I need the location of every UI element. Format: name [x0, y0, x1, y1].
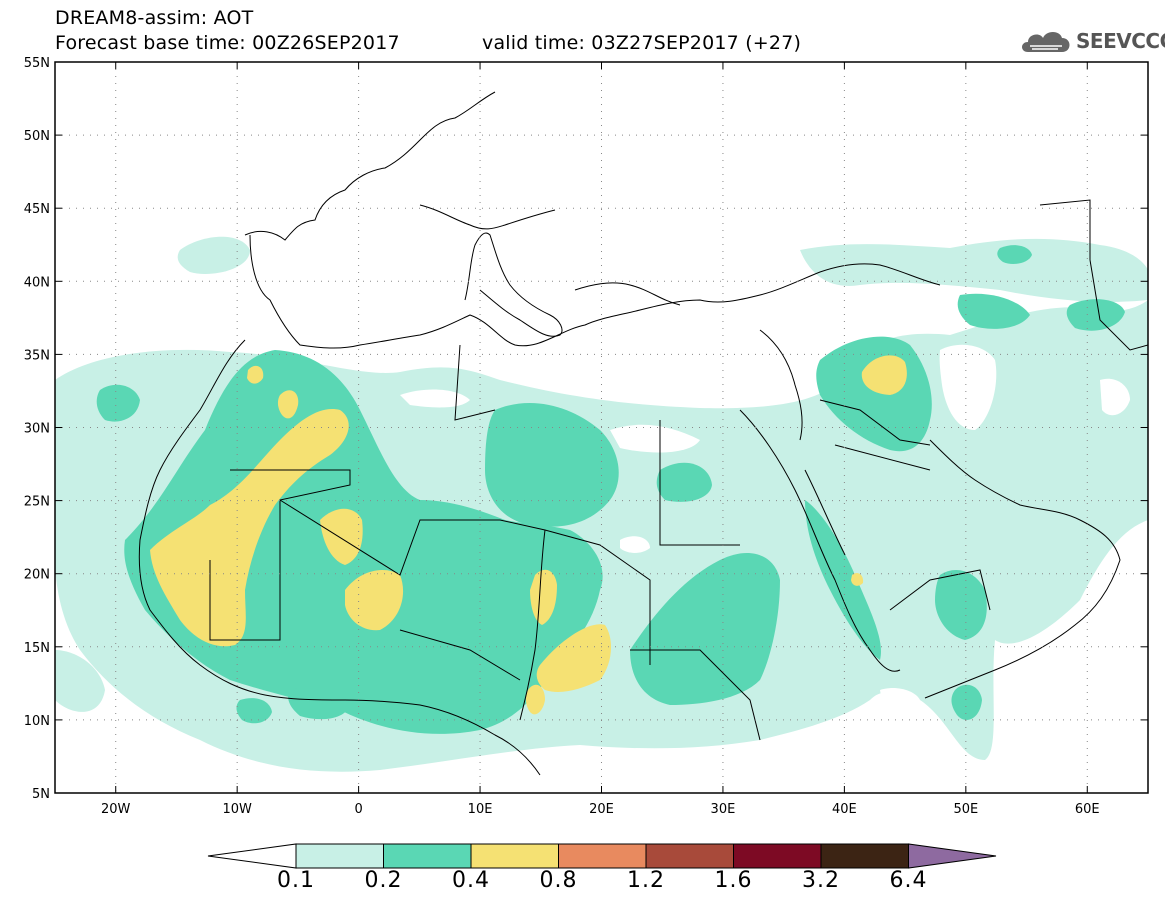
lon-tick-label: 0 [354, 802, 362, 817]
lat-tick-label: 50N [24, 129, 50, 144]
map-title: DREAM8-assim: AOT [55, 7, 254, 29]
aot-level-0.2 [96, 245, 1125, 734]
map-grid [55, 62, 1148, 793]
lon-tick-label: 30E [711, 802, 736, 817]
lat-tick-label: 15N [24, 641, 50, 656]
colorbar-swatch [558, 843, 647, 869]
lat-tick-label: 45N [24, 202, 50, 217]
lat-tick-label: 55N [24, 56, 50, 71]
lat-tick-label: 10N [24, 714, 50, 729]
lon-tick-label: 20E [589, 802, 614, 817]
aot-level-low [400, 344, 1130, 707]
aot-level-0.4 [150, 355, 907, 715]
colorbar-swatch [733, 843, 822, 869]
lat-tick-label: 20N [24, 568, 50, 583]
colorbar-swatch [295, 843, 384, 869]
lon-tick-label: 60E [1075, 802, 1100, 817]
lon-tick-label: 20W [101, 802, 131, 817]
cloud-icon [1022, 32, 1070, 52]
colorbar-swatch [645, 843, 734, 869]
logo-text: SEEVCCC [1076, 29, 1165, 53]
lat-tick-label: 40N [24, 275, 50, 290]
lon-tick-label: 40E [832, 802, 857, 817]
lon-tick-label: 50E [953, 802, 978, 817]
lat-tick-label: 5N [32, 787, 50, 802]
colorbar-min-extend [207, 843, 297, 869]
colorbar-swatch [820, 843, 909, 869]
forecast-base-time: Forecast base time: 00Z26SEP2017 [55, 32, 400, 54]
valid-time: valid time: 03Z27SEP2017 (+27) [482, 32, 802, 54]
lat-tick-label: 30N [24, 422, 50, 437]
colorbar-max-extend [908, 843, 997, 869]
colorbar-swatch [383, 843, 472, 869]
axis-ticks: 55N 50N 45N 40N 35N 30N 25N 20N 15N 10N 5N 20W 10W 0 1… [24, 56, 1148, 817]
lat-tick-label: 25N [24, 495, 50, 510]
colorbar [207, 843, 997, 869]
colorbar-swatch [470, 843, 559, 869]
coastlines [138, 91, 1148, 776]
seevccc-logo: SEEVCCC [1018, 24, 1165, 58]
lon-tick-label: 10E [468, 802, 493, 817]
aot-contours [55, 236, 1148, 772]
lon-tick-label: 10W [222, 802, 252, 817]
lat-tick-label: 35N [24, 348, 50, 363]
